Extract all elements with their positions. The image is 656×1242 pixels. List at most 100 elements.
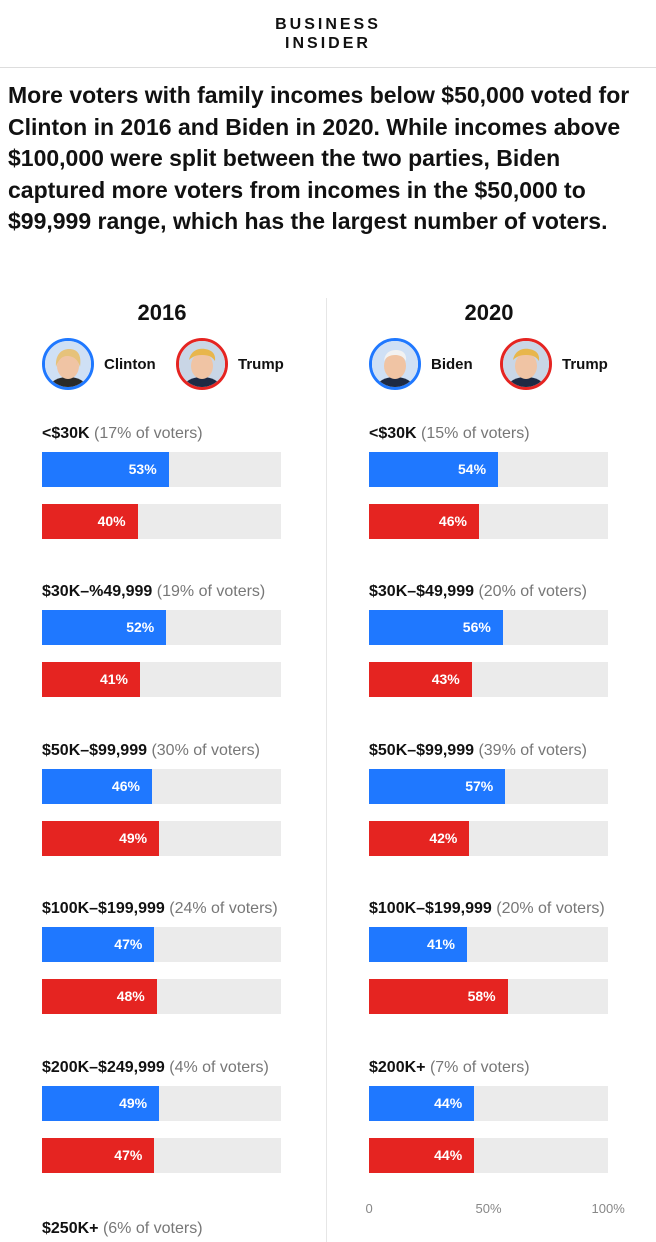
bar-track: 41% <box>369 927 608 962</box>
bar-value-label: 41% <box>426 936 455 952</box>
income-group-label: $30K–$49,999 (20% of voters) <box>369 582 587 602</box>
legend-label: Clinton <box>104 356 156 373</box>
republican-bar: 40% <box>42 504 138 539</box>
democrat-bar: 53% <box>42 452 169 487</box>
income-group-label: <$30K (17% of voters) <box>42 424 203 444</box>
bar-track: 53% <box>42 452 281 487</box>
democrat-bar: 47% <box>42 927 155 962</box>
income-range: <$30K <box>42 425 90 442</box>
legend-label: Trump <box>562 356 608 373</box>
republican-bar: 48% <box>42 979 157 1014</box>
voter-share: (7% of voters) <box>429 1059 530 1076</box>
bar-track: 40% <box>42 504 281 539</box>
bar-track: 43% <box>369 662 608 697</box>
bar-track: 57% <box>369 769 608 804</box>
democrat-bar: 49% <box>42 1086 160 1121</box>
voter-share: (19% of voters) <box>156 583 266 600</box>
bar-value-label: 41% <box>99 671 128 687</box>
logo-line-1[interactable]: BUSINESS <box>275 16 381 33</box>
chart-title-2016: 2016 <box>137 300 187 325</box>
bar-value-label: 52% <box>126 619 155 635</box>
democrat-bar: 52% <box>42 610 167 645</box>
bar-value-label: 44% <box>434 1095 463 1111</box>
column-divider <box>326 298 327 1242</box>
bar-value-label: 49% <box>119 830 148 846</box>
income-group-label: $50K–$99,999 (39% of voters) <box>369 741 587 761</box>
legend-label: Trump <box>238 356 284 373</box>
bar-track: 47% <box>42 927 281 962</box>
axis-tick-label: 0 <box>365 1201 373 1216</box>
voter-share: (15% of voters) <box>421 425 530 442</box>
income-range: $250K+ <box>42 1220 99 1237</box>
democrat-bar: 41% <box>369 927 467 962</box>
trump-avatar-icon <box>500 338 552 390</box>
bar-track: 44% <box>369 1086 608 1121</box>
income-group-label: $200K–$249,999 (4% of voters) <box>42 1058 269 1078</box>
republican-bar: 47% <box>42 1138 155 1173</box>
income-group-label: $200K+ (7% of voters) <box>369 1058 530 1078</box>
bar-track: 48% <box>42 979 281 1014</box>
income-group-label: $30K–%49,999 (19% of voters) <box>42 582 265 602</box>
republican-bar: 44% <box>369 1138 475 1173</box>
republican-bar: 49% <box>42 821 160 856</box>
bar-value-label: 57% <box>465 778 494 794</box>
bar-track: 49% <box>42 1086 281 1121</box>
bar-value-label: 47% <box>114 936 143 952</box>
bar-value-label: 46% <box>111 778 140 794</box>
bar-track: 58% <box>369 979 608 1014</box>
headline: More voters with family incomes below $5… <box>8 82 630 235</box>
voter-share: (4% of voters) <box>169 1059 269 1076</box>
bar-track: 44% <box>369 1138 608 1173</box>
bar-value-label: 47% <box>114 1147 143 1163</box>
biden-avatar-icon <box>369 338 421 390</box>
income-range: $100K–$199,999 <box>369 900 492 917</box>
republican-bar: 58% <box>369 979 508 1014</box>
income-range: $30K–%49,999 <box>42 583 153 600</box>
democrat-bar: 46% <box>42 769 152 804</box>
bar-value-label: 46% <box>438 513 467 529</box>
voter-share: (24% of voters) <box>169 900 278 917</box>
republican-bar: 46% <box>369 504 479 539</box>
republican-bar: 43% <box>369 662 472 697</box>
bar-value-label: 40% <box>97 513 126 529</box>
bar-track: 56% <box>369 610 608 645</box>
bar-track: 52% <box>42 610 281 645</box>
democrat-bar: 44% <box>369 1086 475 1121</box>
bar-value-label: 44% <box>434 1147 463 1163</box>
democrat-bar: 54% <box>369 452 499 487</box>
income-range: $30K–$49,999 <box>369 583 474 600</box>
income-range: $200K–$249,999 <box>42 1059 165 1076</box>
voter-share: (20% of voters) <box>496 900 605 917</box>
republican-bar: 42% <box>369 821 470 856</box>
democrat-bar: 57% <box>369 769 506 804</box>
bar-value-label: 58% <box>467 988 496 1004</box>
clinton-avatar-icon <box>42 338 94 390</box>
income-range: $50K–$99,999 <box>42 742 147 759</box>
bar-track: 42% <box>369 821 608 856</box>
legend-label: Biden <box>431 356 473 373</box>
bar-value-label: 49% <box>119 1095 148 1111</box>
income-range: <$30K <box>369 425 417 442</box>
income-range: $200K+ <box>369 1059 426 1076</box>
income-group-label: <$30K (15% of voters) <box>369 424 530 444</box>
trump-avatar-icon <box>176 338 228 390</box>
income-group-label: $250K+ (6% of voters) <box>42 1219 203 1239</box>
voter-share: (20% of voters) <box>478 583 587 600</box>
voter-share: (39% of voters) <box>478 742 587 759</box>
income-range: $100K–$199,999 <box>42 900 165 917</box>
bar-value-label: 56% <box>462 619 491 635</box>
site-header: BUSINESS INSIDER <box>0 0 656 68</box>
logo-line-2[interactable]: INSIDER <box>285 35 371 52</box>
bar-value-label: 42% <box>429 830 458 846</box>
bar-track: 46% <box>42 769 281 804</box>
bar-track: 49% <box>42 821 281 856</box>
income-range: $50K–$99,999 <box>369 742 474 759</box>
income-group-label: $50K–$99,999 (30% of voters) <box>42 741 260 761</box>
bar-value-label: 43% <box>431 671 460 687</box>
income-group-label: $100K–$199,999 (24% of voters) <box>42 899 278 919</box>
bar-value-label: 48% <box>116 988 145 1004</box>
bar-track: 47% <box>42 1138 281 1173</box>
income-group-label: $100K–$199,999 (20% of voters) <box>369 899 605 919</box>
bar-track: 54% <box>369 452 608 487</box>
bar-track: 46% <box>369 504 608 539</box>
